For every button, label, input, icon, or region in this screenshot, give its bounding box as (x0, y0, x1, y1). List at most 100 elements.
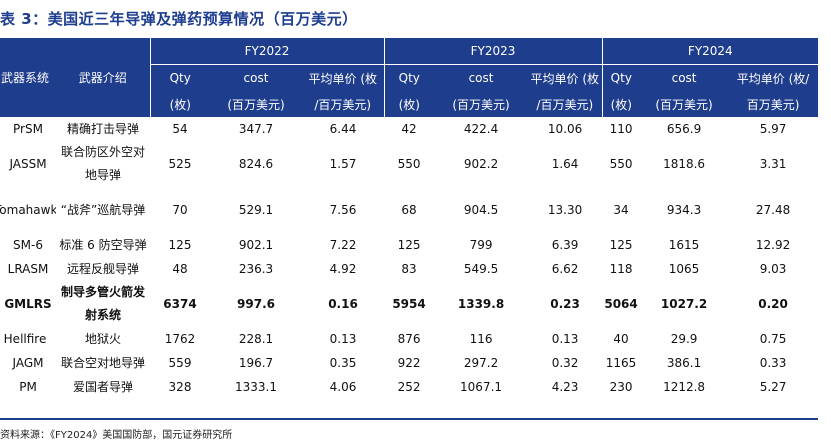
qty-fy2023: 5954 (392, 296, 426, 311)
header-fy2023: FY2023 (383, 38, 603, 65)
weapon-system: GMLRS (4, 296, 52, 311)
unit-fy2022: 6.44 (329, 122, 357, 136)
qty-fy2022: 559 (168, 356, 192, 370)
qty-fy2023: 68 (401, 202, 417, 217)
header-cost-unit: (百万美元) (210, 91, 302, 117)
qty-fy2024: 110 (609, 122, 633, 136)
weapon-system: JAGM (12, 356, 44, 370)
header-cost-unit: (百万美元) (434, 91, 529, 117)
header-unit-price: 平均单价 (枚/ (728, 64, 819, 91)
header-unit-price-unit: 百万美元) (728, 91, 819, 117)
header-unit-price-unit: /百万美元) (528, 91, 603, 117)
cost-fy2023: 902.2 (463, 156, 499, 171)
qty-fy2024: 118 (609, 262, 633, 276)
unit-fy2024: 0.20 (758, 296, 788, 311)
unit-fy2023: 6.62 (551, 262, 579, 276)
header-qty-unit: (枚) (383, 91, 435, 117)
cost-fy2023: 549.5 (463, 262, 499, 276)
header-fy2022: FY2022 (149, 38, 385, 65)
qty-fy2023: 125 (397, 238, 421, 252)
unit-fy2024: 5.27 (759, 380, 787, 394)
qty-fy2024: 5064 (604, 296, 638, 311)
unit-fy2023: 0.32 (551, 356, 579, 370)
cost-fy2022: 236.3 (238, 262, 274, 276)
qty-fy2022: 328 (168, 380, 192, 394)
table-row: PM 爱国者导弹 328 1333.1 4.06 252 1067.1 4.23… (0, 375, 818, 399)
header-cost: cost (434, 64, 529, 91)
unit-fy2024: 0.75 (759, 332, 787, 346)
qty-fy2023: 252 (397, 380, 421, 394)
header-qty: Qty (383, 64, 435, 91)
table-row: SM-6 标准 6 防空导弹 125 902.1 7.22 125 799 6.… (0, 233, 818, 257)
cost-fy2024: 1027.2 (660, 296, 708, 311)
header-weapon-intro: 武器介绍 (56, 38, 150, 117)
qty-fy2023: 922 (397, 356, 421, 370)
weapon-intro: 精确打击导弹 (66, 121, 139, 136)
header-qty-unit: (枚) (601, 91, 641, 117)
cost-fy2023: 422.4 (463, 122, 499, 136)
header-qty-unit: (枚) (149, 91, 210, 117)
unit-fy2024: 27.48 (755, 202, 791, 217)
qty-fy2022: 525 (168, 156, 192, 171)
cost-fy2023: 297.2 (463, 356, 499, 370)
unit-fy2022: 4.06 (329, 380, 357, 394)
qty-fy2024: 230 (609, 380, 633, 394)
qty-fy2022: 48 (172, 262, 188, 276)
weapon-system: LRASM (7, 262, 49, 276)
qty-fy2023: 42 (401, 122, 417, 136)
unit-fy2024: 9.03 (759, 262, 787, 276)
header-cost-unit: (百万美元) (640, 91, 729, 117)
header-unit-price: 平均单价 (枚 (528, 64, 603, 91)
table-row: Hellfire 地狱火 1762 228.1 0.13 876 116 0.1… (0, 327, 818, 351)
weapon-intro: “战斧”巡航导弹 (60, 202, 146, 217)
header-unit-price: 平均单价 (枚 (302, 64, 385, 91)
qty-fy2024: 34 (613, 202, 629, 217)
cost-fy2023: 116 (469, 332, 493, 346)
cost-fy2023: 1067.1 (460, 380, 503, 394)
weapon-system: SM-6 (13, 238, 43, 252)
header-qty: Qty (149, 64, 210, 91)
cost-fy2024: 1818.6 (663, 156, 706, 171)
unit-fy2022: 1.57 (329, 156, 357, 171)
qty-fy2024: 1165 (605, 356, 637, 370)
cost-fy2024: 1212.8 (663, 380, 706, 394)
qty-fy2024: 125 (609, 238, 633, 252)
source-note: 资料来源：《FY2024》美国国防部，国元证券研究所 (0, 430, 233, 441)
table-row: JAGM 联合空对地导弹 559 196.7 0.35 922 297.2 0.… (0, 351, 818, 375)
cost-fy2024: 1615 (668, 238, 700, 252)
qty-fy2023: 876 (397, 332, 421, 346)
unit-fy2023: 0.23 (550, 296, 580, 311)
unit-fy2022: 7.22 (329, 238, 357, 252)
weapon-intro: 标准 6 防空导弹 (59, 237, 147, 252)
qty-fy2023: 83 (401, 262, 417, 276)
qty-fy2023: 550 (397, 156, 421, 171)
unit-fy2022: 0.35 (329, 356, 357, 370)
cost-fy2022: 1333.1 (235, 380, 277, 394)
unit-fy2022: 0.16 (328, 296, 358, 311)
unit-fy2024: 5.97 (759, 122, 787, 136)
cost-fy2023: 1339.8 (457, 296, 505, 311)
qty-fy2022: 1762 (164, 332, 196, 346)
weapon-system: Tomahawk (0, 202, 56, 217)
table-row: PrSM 精确打击导弹 54 347.7 6.44 42 422.4 10.06… (0, 117, 818, 141)
table-row: GMLRS 制导多管火箭发射系统 6374 997.6 0.16 5954 13… (0, 281, 818, 327)
unit-fy2023: 0.13 (551, 332, 579, 346)
unit-fy2024: 3.31 (759, 156, 787, 171)
header-cost: cost (640, 64, 729, 91)
header-qty: Qty (601, 64, 641, 91)
cost-fy2024: 1065 (668, 262, 700, 276)
unit-fy2022: 7.56 (329, 202, 357, 217)
weapon-system: Hellfire (3, 332, 47, 346)
cost-fy2022: 196.7 (238, 356, 274, 370)
unit-fy2024: 12.92 (755, 238, 791, 252)
cost-fy2022: 824.6 (238, 156, 274, 171)
weapon-intro: 远程反舰导弹 (66, 261, 139, 276)
qty-fy2022: 70 (172, 202, 188, 217)
cost-fy2024: 934.3 (666, 202, 702, 217)
missile-budget-table: 武器系统 武器介绍 FY2022 FY2023 FY2024 Qty cost … (0, 38, 819, 399)
table-row: JASSM 联合防区外空对地导弹 525 824.6 1.57 550 902.… (0, 141, 818, 187)
qty-fy2022: 6374 (163, 296, 197, 311)
header-unit-price-unit: /百万美元) (302, 91, 385, 117)
cost-fy2024: 656.9 (666, 122, 702, 136)
unit-fy2023: 4.23 (551, 380, 579, 394)
